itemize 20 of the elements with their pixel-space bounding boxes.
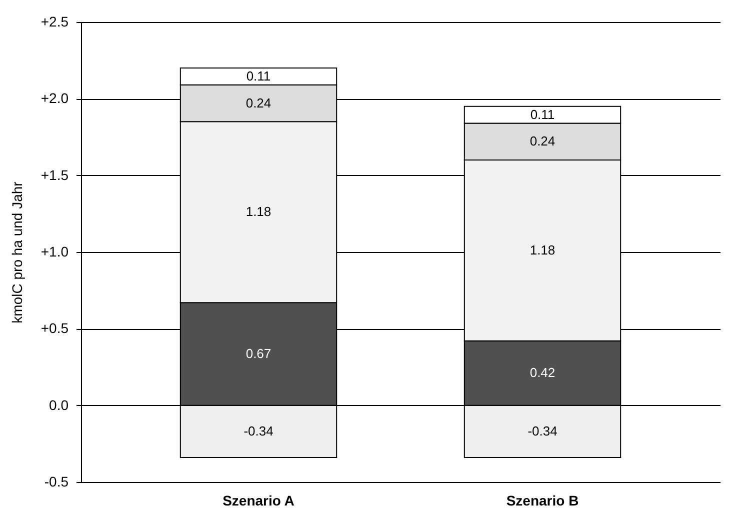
data-label: -0.34	[528, 423, 558, 438]
y-tick-label: +0.5	[40, 320, 69, 336]
data-label: 0.11	[246, 68, 271, 84]
y-tick-label: +2.0	[40, 90, 69, 106]
data-label: 0.67	[246, 346, 272, 361]
data-label: 1.18	[530, 242, 556, 258]
y-tick-label: +1.5	[40, 166, 69, 183]
x-tick-label: Szenario A	[222, 492, 294, 508]
y-axis-title: kmolC pro ha und Jahr	[8, 181, 25, 324]
y-tick-label: -0.5	[44, 474, 69, 490]
data-label: 0.42	[530, 365, 556, 380]
data-label: 0.24	[246, 95, 272, 110]
data-label: 0.11	[530, 106, 555, 122]
data-label: -0.34	[244, 423, 274, 438]
data-label: 1.18	[246, 204, 272, 220]
data-label: 0.24	[530, 134, 556, 149]
y-tick-label: +1.0	[40, 244, 69, 260]
y-tick-label: +2.5	[40, 14, 69, 30]
y-tick-label: 0.0	[49, 396, 69, 413]
x-tick-label: Szenario B	[506, 492, 579, 508]
